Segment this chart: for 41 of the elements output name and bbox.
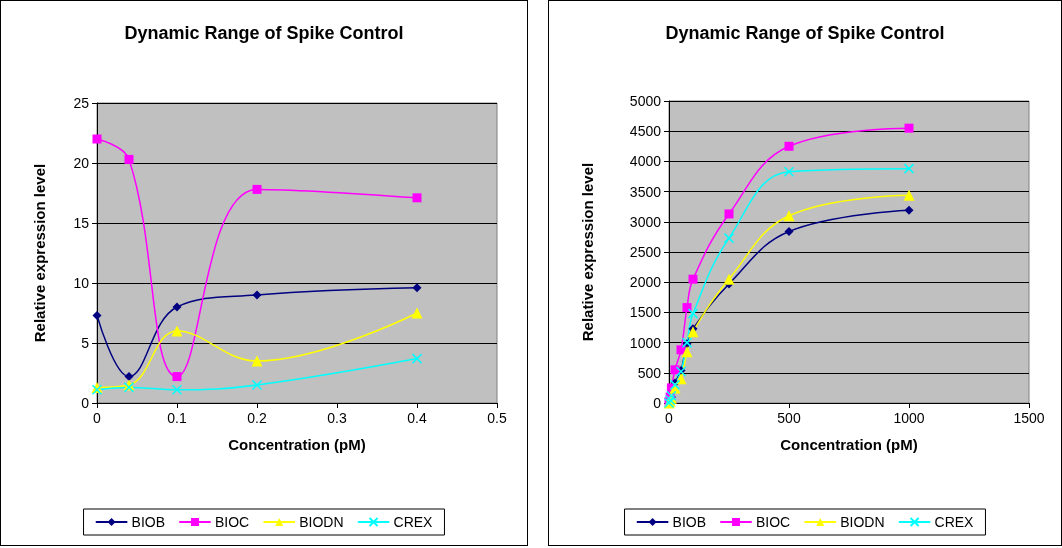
x-tick-label: 0.5 [487, 410, 507, 426]
y-tick-label: 500 [637, 364, 662, 381]
x-tick-label: 0.4 [407, 410, 427, 426]
y-tick-label: 2000 [629, 274, 662, 291]
y-tick-label: 25 [73, 95, 90, 111]
y-tick-label: 4000 [629, 153, 662, 170]
legend-label: CREX [393, 514, 434, 530]
y-tick-label: 0 [81, 395, 90, 411]
y-tick-label: 3000 [629, 213, 662, 230]
x-tick-label: 0.2 [247, 410, 267, 426]
y-tick-label: 3500 [629, 183, 662, 200]
chart-title: Dynamic Range of Spike Control [124, 23, 404, 43]
y-tick-label: 10 [73, 275, 90, 291]
legend-label: BIOB [131, 514, 166, 530]
legend-label: BIODN [299, 514, 344, 530]
x-tick-label: 0 [665, 410, 674, 426]
y-tick-label: 1500 [629, 304, 662, 321]
y-tick-label: 15 [73, 215, 90, 231]
x-tick-label: 1500 [1013, 410, 1045, 426]
legend-label: BIOB [672, 514, 707, 530]
y-axis-title: Relative expression level [579, 162, 596, 342]
x-tick-label: 1000 [893, 410, 925, 426]
x-tick-label: 0.1 [167, 410, 187, 426]
y-tick-label: 1000 [629, 334, 662, 351]
y-axis-title: Relative expression level [31, 163, 48, 343]
legend-label: BIOC [215, 514, 250, 530]
x-axis-title: Concentration (pM) [228, 436, 366, 453]
x-tick-label: 0 [93, 410, 102, 426]
y-tick-label: 2500 [629, 244, 662, 260]
x-axis-title: Concentration (pM) [780, 436, 918, 453]
chart-title: Dynamic Range of Spike Control [665, 23, 945, 43]
legend-label: BIODN [840, 514, 885, 530]
legend-label: CREX [934, 514, 975, 530]
y-tick-label: 20 [73, 155, 90, 171]
y-tick-label: 0 [653, 395, 662, 411]
x-tick-label: 0.3 [327, 410, 347, 426]
y-tick-label: 5000 [629, 93, 662, 109]
y-tick-label: 5 [81, 335, 90, 351]
x-tick-label: 500 [777, 410, 801, 426]
y-tick-label: 4500 [629, 123, 662, 140]
legend-label: BIOC [756, 514, 791, 530]
